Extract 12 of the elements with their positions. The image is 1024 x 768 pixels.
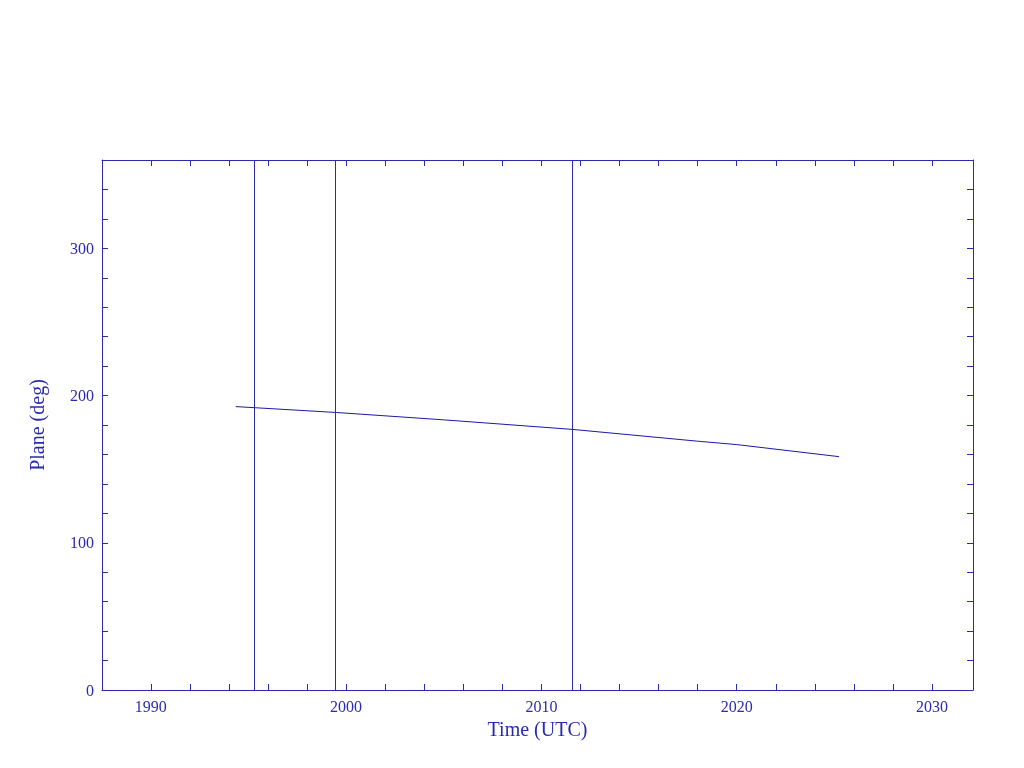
x-tick-label: 2020 — [720, 697, 753, 715]
y-tick-label: 100 — [70, 534, 94, 552]
y-tick-label: 0 — [86, 681, 94, 699]
x-tick-label: 2000 — [330, 697, 363, 715]
y-axis-title: Plane (deg) — [26, 379, 49, 471]
x-tick-label: 2030 — [915, 697, 948, 715]
line-series — [235, 406, 840, 458]
x-tick-label: 2010 — [525, 697, 558, 715]
x-axis-title: Time (UTC) — [487, 717, 588, 741]
x-tick-label: 1990 — [134, 697, 167, 715]
y-tick-label: 300 — [70, 239, 94, 257]
y-tick-label: 200 — [70, 387, 94, 405]
